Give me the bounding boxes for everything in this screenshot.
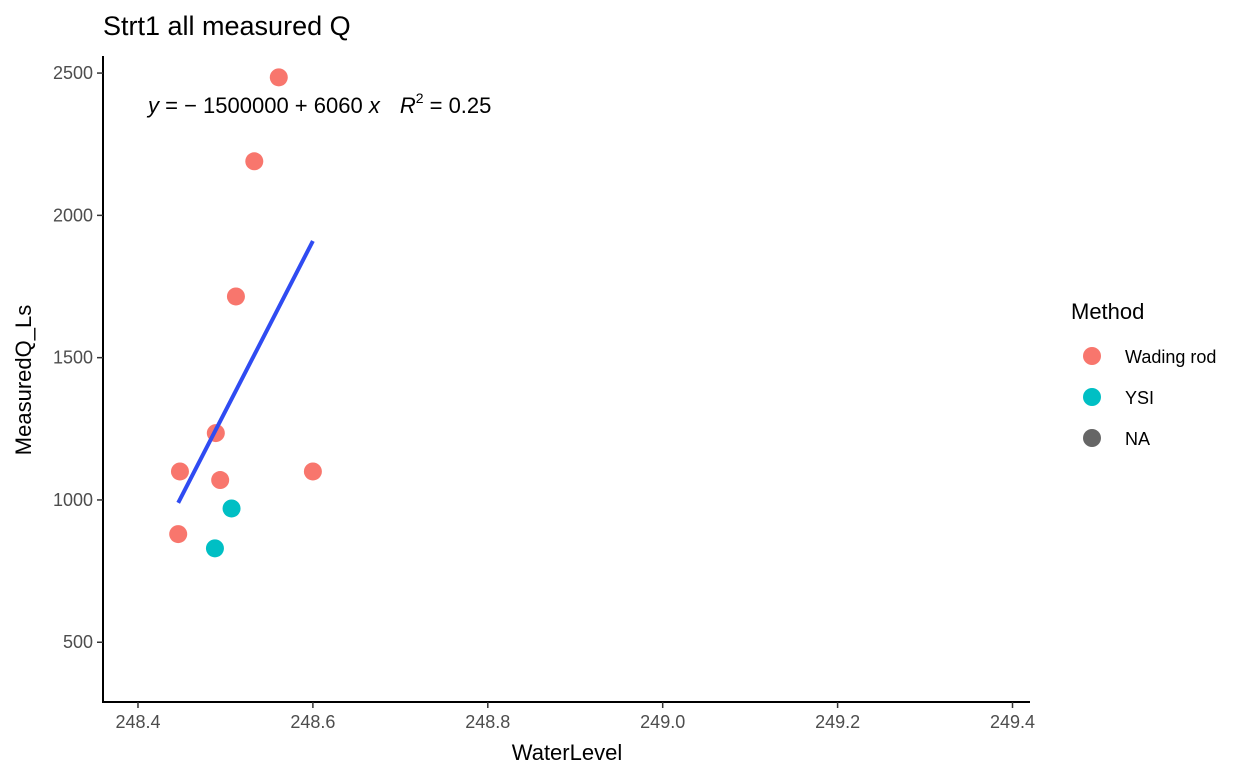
y-tick-label: 1000	[53, 490, 93, 510]
legend: Method Wading rod YSI NA	[1071, 299, 1216, 449]
data-point	[245, 152, 264, 171]
x-tick-label: 248.6	[290, 712, 335, 732]
x-axis-title: WaterLevel	[512, 740, 622, 765]
data-point	[222, 499, 241, 518]
legend-label: YSI	[1125, 388, 1154, 408]
regression-annotation: y = − 1500000 + 6060 x R2 = 0.25	[146, 90, 491, 118]
data-point	[226, 287, 245, 306]
legend-items: Wading rod YSI NA	[1083, 347, 1216, 449]
y-tick-label: 500	[63, 632, 93, 652]
y-tick-label: 2500	[53, 63, 93, 83]
annotation-y-symbol: y	[146, 93, 161, 118]
annotation-equation: = − 1500000 + 6060	[159, 93, 369, 118]
x-tick-label: 248.4	[115, 712, 160, 732]
annotation-r-symbol: R	[400, 93, 416, 118]
data-point	[169, 525, 188, 544]
regression-line	[176, 240, 315, 504]
data-point	[269, 68, 288, 87]
chart-title: Strt1 all measured Q	[103, 11, 351, 41]
legend-title: Method	[1071, 299, 1144, 324]
plot-area: 248.4 248.6 248.8 249.0 249.2 249.4 500 1000 150…	[53, 56, 1035, 732]
y-axis-title: MeasuredQ_Ls	[11, 305, 36, 455]
x-tick-label: 249.4	[990, 712, 1035, 732]
data-point	[170, 462, 189, 481]
legend-label: Wading rod	[1125, 347, 1216, 367]
x-tick-label: 249.2	[815, 712, 860, 732]
data-point	[211, 471, 230, 490]
legend-key	[1083, 429, 1101, 447]
annotation-r2-value: = 0.25	[424, 93, 492, 118]
data-point	[205, 539, 224, 558]
annotation-x-symbol: x	[368, 93, 381, 118]
x-tick-label: 249.0	[640, 712, 685, 732]
data-point	[303, 462, 322, 481]
y-tick-label: 1500	[53, 348, 93, 368]
y-tick-label: 2000	[53, 205, 93, 225]
legend-label: NA	[1125, 429, 1150, 449]
x-tick-label: 248.8	[465, 712, 510, 732]
annotation-r2-exponent: 2	[416, 90, 424, 106]
legend-key	[1083, 388, 1101, 406]
legend-key	[1083, 347, 1101, 365]
